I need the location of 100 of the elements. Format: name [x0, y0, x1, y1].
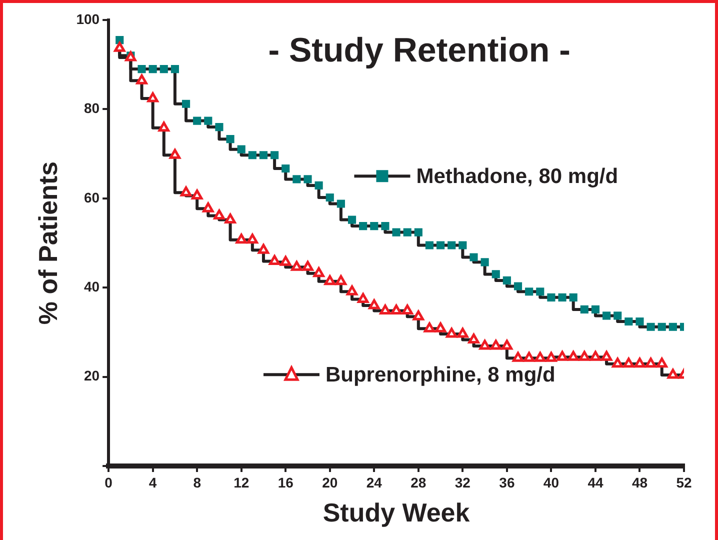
point	[138, 65, 146, 74]
point	[326, 193, 334, 202]
point	[346, 285, 358, 296]
point	[136, 74, 148, 84]
x-tick-label: 48	[632, 474, 648, 490]
point	[591, 305, 600, 314]
point	[248, 151, 256, 160]
point	[381, 222, 390, 230]
point	[148, 65, 157, 74]
x-tick-label: 16	[278, 474, 294, 490]
point	[324, 275, 336, 286]
point	[590, 350, 602, 361]
point	[304, 175, 312, 184]
point	[623, 358, 634, 368]
point	[525, 288, 534, 296]
y-tick-label: 20	[84, 368, 100, 384]
point	[490, 340, 502, 350]
point	[258, 244, 270, 254]
point	[636, 317, 644, 326]
point	[434, 322, 446, 332]
point	[147, 92, 158, 102]
point	[160, 65, 168, 74]
point	[556, 350, 568, 361]
point	[170, 65, 179, 74]
point	[215, 123, 224, 132]
point	[547, 293, 556, 302]
point	[448, 241, 456, 250]
point	[282, 164, 290, 173]
point	[414, 228, 422, 236]
point	[192, 189, 203, 200]
point	[523, 352, 535, 362]
point	[536, 288, 544, 296]
x-tick-label: 20	[322, 474, 338, 490]
point	[358, 292, 369, 303]
point	[569, 293, 578, 302]
point	[457, 328, 468, 338]
point	[280, 256, 292, 266]
point	[380, 304, 391, 315]
point	[292, 175, 301, 184]
point	[314, 181, 323, 190]
point	[656, 358, 668, 368]
point	[268, 255, 280, 266]
x-tick-label: 8	[193, 474, 202, 490]
point	[348, 216, 356, 224]
legend-label: Methadone, 80 mg/d	[416, 164, 618, 188]
point	[214, 210, 225, 220]
point	[425, 241, 434, 250]
point	[512, 352, 524, 362]
point	[182, 100, 190, 108]
point	[158, 122, 170, 132]
point	[402, 304, 413, 315]
point	[313, 267, 324, 278]
point	[403, 228, 412, 236]
point	[202, 202, 214, 212]
point	[668, 322, 677, 331]
point	[259, 151, 268, 160]
point	[359, 222, 368, 230]
point	[392, 228, 400, 236]
x-tick-label: 44	[588, 474, 604, 490]
x-tick-label: 40	[543, 474, 560, 490]
legend-label: Buprenorphine, 8 mg/d	[325, 363, 556, 386]
point	[634, 358, 646, 368]
point	[502, 276, 511, 284]
point	[302, 260, 314, 271]
point	[514, 282, 522, 290]
point	[501, 340, 513, 350]
x-tick-label: 4	[148, 474, 157, 490]
point	[578, 350, 590, 361]
point	[291, 260, 302, 271]
x-tick-label: 32	[454, 474, 471, 490]
point	[479, 340, 490, 350]
point	[246, 234, 258, 244]
point	[180, 186, 192, 196]
point	[224, 214, 236, 224]
chart-title: - Study Retention -	[268, 31, 570, 70]
y-tick-label: 60	[84, 189, 100, 206]
point	[236, 234, 247, 244]
point	[470, 253, 478, 262]
point	[424, 322, 436, 332]
point	[568, 350, 579, 361]
x-tick-label: 36	[499, 474, 515, 490]
point	[534, 352, 546, 362]
point	[458, 241, 467, 250]
point	[193, 116, 202, 125]
point	[667, 368, 679, 379]
y-tick-label: 80	[84, 100, 100, 116]
x-tick-label: 24	[366, 474, 382, 490]
point	[169, 148, 181, 159]
point	[612, 358, 624, 368]
point	[270, 151, 279, 160]
point	[646, 322, 655, 331]
x-axis-title: Study Week	[322, 498, 470, 528]
point	[335, 275, 347, 286]
point	[600, 350, 612, 361]
point	[602, 312, 611, 320]
x-tick-label: 0	[104, 474, 113, 490]
x-tick-label: 52	[676, 474, 692, 490]
point	[468, 334, 480, 344]
point	[658, 322, 666, 331]
point	[614, 312, 622, 320]
